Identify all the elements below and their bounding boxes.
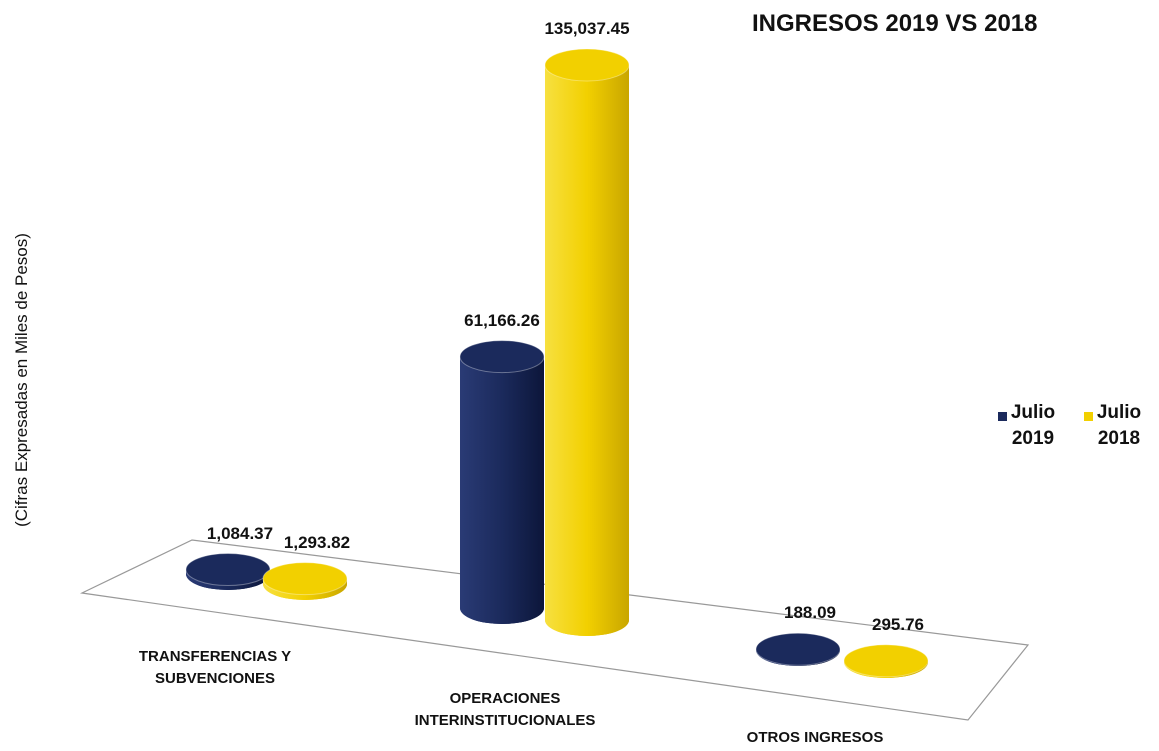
cylinder-top — [262, 562, 348, 596]
y-axis-label: (Cifras Expresadas en Miles de Pesos) — [12, 233, 31, 527]
x-tick-label: OPERACIONES INTERINSTITUCIONALES — [414, 690, 596, 729]
bar — [460, 356, 544, 624]
data-label: 188.09 — [784, 603, 836, 623]
legend-label: Julio 2019 — [1010, 402, 1056, 449]
data-label: 61,166.26 — [464, 310, 540, 330]
data-label: 1,084.37 — [206, 523, 274, 543]
cylinder-top — [185, 553, 271, 587]
cylinder-top — [459, 340, 545, 374]
legend-swatch — [998, 412, 1007, 421]
legend-swatch — [1084, 412, 1093, 421]
chart-title: INGRESOS 2019 VS 2018 — [752, 10, 1038, 37]
data-label: 135,037.45 — [544, 19, 630, 38]
floor — [79, 539, 1030, 721]
cylinder-top — [544, 48, 630, 82]
bar — [545, 65, 629, 636]
data-label: 295.76 — [872, 614, 924, 634]
legend-label: Julio 2018 — [1096, 402, 1142, 449]
x-tick-label: TRANSFERENCIAS Y SUBVENCIONES — [138, 648, 292, 687]
data-label: 1,293.82 — [283, 532, 351, 552]
x-tick-label: OTROS INGRESOS — [746, 729, 884, 746]
cylinder-top — [843, 644, 929, 678]
cylinder-top — [755, 632, 841, 666]
